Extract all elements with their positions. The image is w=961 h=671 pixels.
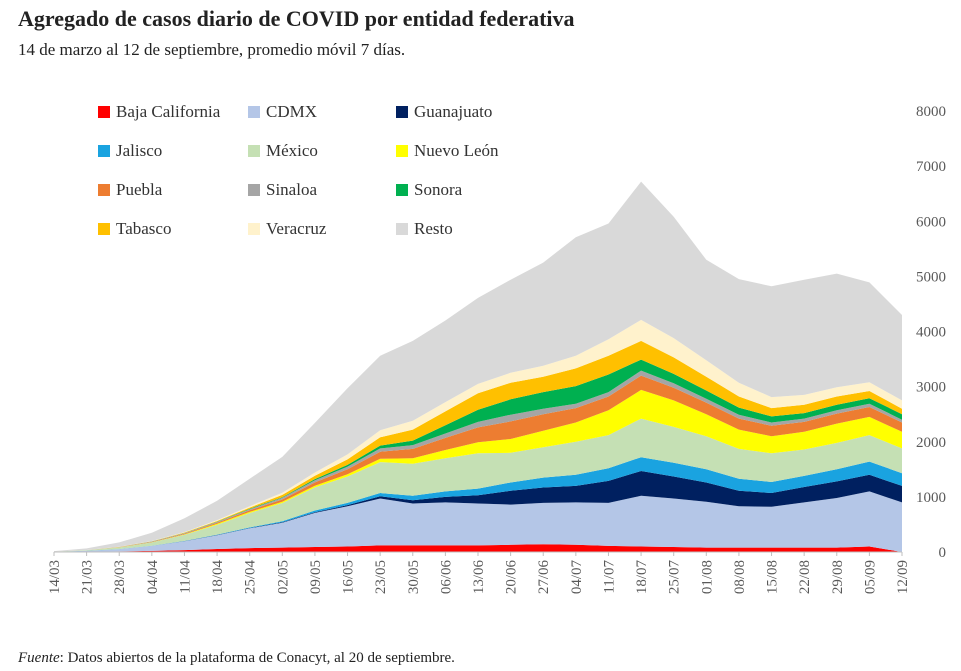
- y-tick-label: 5000: [916, 269, 946, 285]
- legend-swatch: [248, 106, 260, 118]
- x-tick-label: 15/08: [765, 560, 781, 594]
- x-tick-labels: 14/03 21/03 28/03 04/04 11/04 18/04 25/04 02/05…: [47, 552, 911, 594]
- legend-item-tabasco: Tabasco: [98, 219, 171, 239]
- area-series-guanajuato: [54, 471, 902, 552]
- legend-item-resto: Resto: [396, 219, 453, 239]
- area-series-méxico: [54, 418, 902, 552]
- x-tick-label: 04/04: [145, 560, 161, 595]
- x-tick-label: 18/04: [210, 560, 226, 595]
- legend-label: México: [266, 141, 318, 160]
- legend-label: Jalisco: [116, 141, 163, 160]
- legend-label: Baja California: [116, 102, 221, 121]
- y-tick-label: 4000: [916, 325, 946, 341]
- x-tick-label: 06/06: [438, 560, 454, 595]
- x-tick-label: 25/04: [243, 560, 259, 595]
- area-series-resto: [54, 181, 902, 552]
- x-tick-label: 25/07: [667, 560, 683, 595]
- y-tick-label: 8000: [916, 104, 946, 120]
- x-tick-label: 04/07: [569, 560, 585, 595]
- legend-item-veracruz: Veracruz: [248, 219, 326, 239]
- x-tick-label: 09/05: [308, 560, 324, 594]
- x-tick-label: 13/06: [471, 560, 487, 595]
- x-tick-label: 12/09: [895, 560, 911, 594]
- x-tick-label: 08/08: [732, 560, 748, 594]
- legend-item-puebla: Puebla: [98, 180, 162, 200]
- legend-swatch: [396, 145, 408, 157]
- area-series-nuevo-león: [54, 389, 902, 552]
- area-series-baja-california: [54, 544, 902, 552]
- legend-item-jalisco: Jalisco: [98, 141, 162, 161]
- x-tick-label: 02/05: [275, 560, 291, 594]
- chart-subtitle: 14 de marzo al 12 de septiembre, promedi…: [18, 40, 406, 59]
- legend-item-nuevo-león: Nuevo León: [396, 141, 499, 161]
- legend-item-sinaloa: Sinaloa: [248, 180, 317, 200]
- y-tick-label: 1000: [916, 490, 946, 506]
- area-series-cdmx: [54, 491, 902, 552]
- x-tick-label: 14/03: [47, 560, 63, 594]
- x-tick-label: 11/07: [601, 560, 617, 594]
- legend-label: Sinaloa: [266, 180, 317, 199]
- legend-item-méxico: México: [248, 141, 318, 161]
- x-tick-label: 11/04: [177, 560, 193, 594]
- legend-label: Nuevo León: [414, 141, 499, 160]
- legend-swatch: [248, 223, 260, 235]
- legend-swatch: [396, 106, 408, 118]
- x-tick-label: 22/08: [797, 560, 813, 594]
- legend-item-sonora: Sonora: [396, 180, 462, 200]
- legend-swatch: [396, 223, 408, 235]
- y-tick-label: 2000: [916, 435, 946, 451]
- legend-swatch: [98, 223, 110, 235]
- legend-label: Veracruz: [266, 219, 327, 238]
- y-tick-labels: 0 1000 2000 3000 4000 5000 6000 7000 8000: [916, 104, 946, 561]
- x-tick-label: 18/07: [634, 560, 650, 595]
- x-tick-label: 28/03: [112, 560, 128, 594]
- x-tick-label: 21/03: [80, 560, 96, 594]
- legend-label: Sonora: [414, 180, 463, 199]
- x-tick-label: 23/05: [373, 560, 389, 594]
- x-tick-label: 01/08: [699, 560, 715, 594]
- legend-item-guanajuato: Guanajuato: [396, 102, 492, 122]
- x-tick-label: 05/09: [862, 560, 878, 594]
- legend-label: CDMX: [266, 102, 318, 121]
- legend-label: Puebla: [116, 180, 163, 199]
- chart-legend: Baja California CDMX Guanajuato Jalisco Méxi…: [98, 102, 538, 252]
- legend-item-cdmx: CDMX: [248, 102, 317, 122]
- legend-swatch: [396, 184, 408, 196]
- source-label: Fuente: [18, 650, 60, 666]
- y-tick-label: 6000: [916, 214, 946, 230]
- legend-swatch: [98, 145, 110, 157]
- x-tick-label: 30/05: [406, 560, 422, 594]
- legend-item-baja-california: Baja California: [98, 102, 220, 122]
- chart-title: Agregado de casos diario de COVID por en…: [18, 6, 575, 31]
- legend-label: Tabasco: [116, 219, 172, 238]
- source-text: : Datos abiertos de la plataforma de Con…: [59, 650, 455, 666]
- y-tick-label: 3000: [916, 380, 946, 396]
- y-tick-label: 7000: [916, 159, 946, 175]
- x-tick-label: 20/06: [504, 560, 520, 595]
- legend-swatch: [98, 106, 110, 118]
- x-tick-label: 16/05: [341, 560, 357, 594]
- x-tick-label: 27/06: [536, 560, 552, 595]
- source-note: Fuente: Datos abiertos de la plataforma …: [18, 650, 455, 667]
- legend-swatch: [248, 145, 260, 157]
- legend-label: Resto: [414, 219, 453, 238]
- legend-swatch: [248, 184, 260, 196]
- x-tick-label: 29/08: [830, 560, 846, 594]
- area-layers: [54, 181, 902, 552]
- legend-label: Guanajuato: [414, 102, 493, 121]
- y-tick-label: 0: [939, 545, 947, 561]
- legend-swatch: [98, 184, 110, 196]
